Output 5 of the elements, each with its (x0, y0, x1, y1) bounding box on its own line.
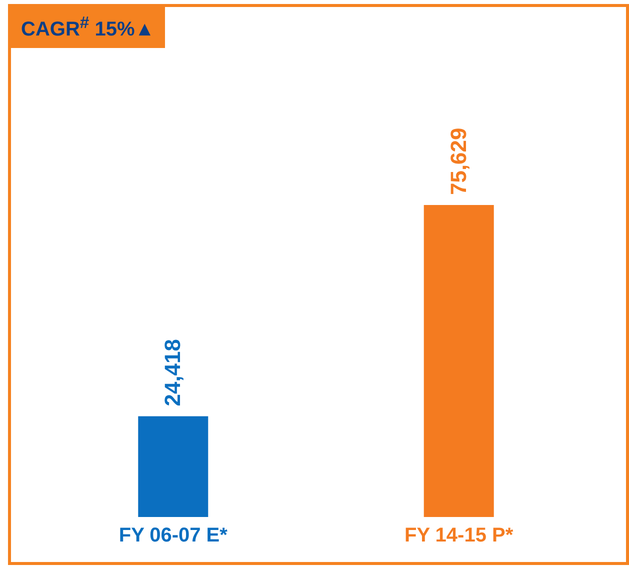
text: CAGR$^{#}$ 15%▲ (11, 7, 165, 48)
data-label: 24,418 (160, 338, 186, 406)
data-label: 75,629 (446, 128, 471, 196)
x-tick-label: FY 14-15 P* (404, 524, 514, 546)
x-tick-label: FY 06-07 E* (118, 524, 228, 546)
